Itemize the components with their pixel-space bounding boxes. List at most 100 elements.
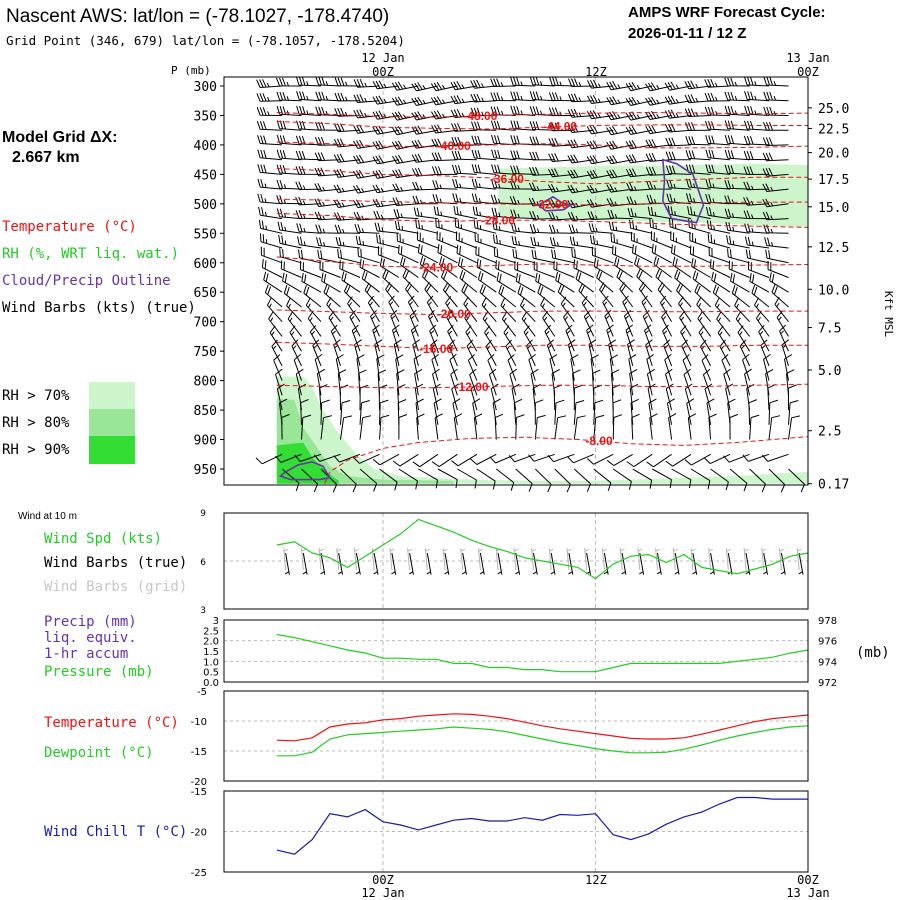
upper-wind-barb-513-shape	[271, 339, 283, 367]
wind10-grid-barb-10	[460, 548, 466, 571]
upper-wind-barb-647-shape	[788, 400, 799, 425]
upper-wind-barb-145-shape	[451, 150, 477, 161]
isotherm-label-8: -16.00	[419, 342, 453, 356]
upper-wind-barb-664-shape	[593, 414, 605, 440]
upper-wind-barb-241-shape	[743, 196, 770, 206]
upper-wind-barb-705	[340, 468, 357, 493]
kft-tick-label-0: 25.0	[818, 102, 849, 117]
upper-wind-barb-383	[361, 270, 380, 293]
upper-wind-barb-616	[704, 383, 713, 411]
upper-wind-barb-55	[276, 105, 302, 116]
upper-wind-barb-559-shape	[646, 353, 655, 381]
upper-wind-barb-342-shape	[612, 245, 633, 264]
upper-wind-barb-192-shape	[314, 183, 341, 192]
upper-wind-barb-529-shape	[588, 339, 597, 367]
upper-wind-barb-649-shape	[301, 414, 312, 440]
upper-wind-barb-400-shape	[692, 270, 711, 293]
wind10-true-barb-20	[639, 552, 645, 575]
upper-wind-barb-379-shape	[282, 272, 302, 293]
upper-wind-barb-236-shape	[646, 194, 672, 205]
upper-wind-barb-722-shape	[671, 468, 692, 489]
upper-wind-barb-33	[372, 95, 399, 105]
upper-wind-barb-50-shape	[704, 92, 731, 102]
upper-wind-barb-504-shape	[625, 324, 634, 352]
upper-wind-barb-397	[636, 268, 653, 293]
upper-wind-barb-578-shape	[488, 368, 497, 396]
upper-wind-barb-189	[257, 178, 283, 190]
upper-wind-barb-557-shape	[609, 354, 619, 381]
wind10-grid-barb-13	[513, 548, 519, 571]
upper-wind-barb-166-shape	[333, 168, 361, 178]
wind10-true-barb-21-shape	[656, 552, 662, 575]
upper-wind-barb-151-shape	[567, 154, 594, 164]
precip-tick-label-0: 3	[213, 616, 219, 627]
upper-wind-barb-304	[396, 232, 419, 249]
upper-wind-barb-142	[392, 154, 419, 164]
isotherm-label-7: -20.00	[437, 307, 471, 321]
upper-wind-barb-345-shape	[671, 244, 692, 264]
upper-wind-barb-32-shape	[353, 94, 380, 103]
upper-wind-barb-677-shape	[294, 453, 322, 462]
wind10-grid-barb-9	[442, 548, 448, 571]
upper-wind-barb-322	[744, 236, 770, 249]
upper-wind-barb-417	[498, 284, 517, 308]
upper-wind-barb-40	[510, 91, 536, 102]
upper-wind-barb-97	[567, 124, 594, 133]
upper-wind-barb-652	[359, 415, 372, 440]
upper-wind-barb-338	[531, 249, 555, 264]
upper-wind-barb-188-shape	[762, 167, 789, 177]
upper-wind-barb-378	[263, 271, 283, 293]
upper-wind-barb-294	[725, 221, 750, 234]
upper-wind-barb-25	[744, 76, 770, 87]
upper-wind-barb-5-shape	[353, 78, 380, 88]
upper-wind-barb-321	[726, 235, 750, 249]
upper-wind-barb-293	[706, 220, 731, 234]
upper-wind-barb-724	[710, 468, 729, 491]
upper-wind-barb-133	[743, 135, 770, 146]
upper-wind-barb-176-shape	[529, 166, 555, 176]
upper-wind-barb-677	[294, 453, 322, 462]
isotherm-label-4: -32.00	[534, 198, 568, 212]
upper-wind-barb-714-shape	[515, 468, 533, 492]
model-grid-value: 2.667 km	[12, 149, 80, 166]
precip-accum-label: 1-hr accum	[44, 646, 128, 662]
upper-wind-barb-645	[748, 399, 757, 425]
upper-wind-barb-62	[411, 111, 439, 121]
upper-wind-barb-112	[333, 138, 361, 148]
upper-wind-barb-186	[724, 164, 750, 175]
upper-wind-barb-218-shape	[295, 196, 322, 206]
upper-wind-barb-279-shape	[435, 218, 458, 234]
upper-wind-barb-309	[493, 234, 516, 249]
upper-wind-barb-231-shape	[547, 198, 575, 208]
upper-wind-barb-307-shape	[455, 231, 478, 249]
upper-wind-barb-253	[453, 205, 477, 220]
upper-wind-barb-432-shape	[266, 297, 283, 323]
upper-wind-barb-426	[676, 282, 692, 308]
pressure-tick-label-3: 450	[194, 168, 217, 183]
upper-wind-barb-139	[333, 153, 361, 163]
upper-wind-barb-24	[724, 77, 750, 87]
upper-wind-barb-68	[529, 106, 555, 116]
upper-wind-barb-209	[646, 180, 672, 190]
upper-wind-barb-526-shape	[525, 339, 536, 367]
upper-wind-barb-656-shape	[434, 413, 443, 440]
upper-wind-barb-671-shape	[729, 413, 739, 440]
upper-wind-barb-698	[703, 453, 731, 465]
upper-wind-barb-13	[510, 77, 536, 87]
wind10-tick-label-2: 3	[200, 606, 206, 616]
upper-wind-barb-511	[758, 324, 770, 352]
wind10-true-barb-12	[497, 552, 503, 575]
upper-wind-barb-105-shape	[724, 120, 750, 131]
upper-wind-barb-555-shape	[570, 354, 579, 381]
upper-wind-barb-351-shape	[261, 259, 283, 278]
wind10-true-barb-1	[302, 552, 308, 575]
upper-wind-barb-242-shape	[762, 198, 789, 208]
upper-wind-barb-419-shape	[537, 284, 556, 308]
upper-wind-barb-246	[314, 211, 341, 221]
isotherm-line-1	[276, 120, 808, 130]
wind10-grid-barb-26-shape	[743, 548, 749, 571]
upper-wind-barb-271-shape	[277, 221, 302, 234]
upper-wind-barb-358	[400, 256, 419, 278]
upper-wind-barb-404-shape	[769, 272, 789, 293]
